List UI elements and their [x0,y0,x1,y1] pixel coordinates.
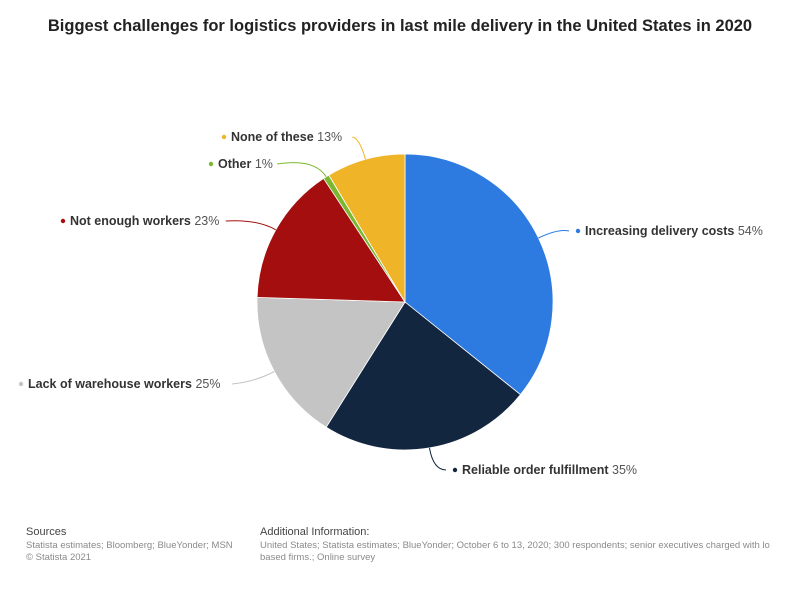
label-bullet-increasing-delivery-costs [575,228,581,234]
leader-line-not-enough-workers [225,220,277,231]
leader-line-none-of-these [352,136,366,160]
chart-title: Biggest challenges for logistics provide… [47,17,753,35]
leader-line-increasing-delivery-costs [538,230,570,239]
sources-heading: Sources [26,526,67,538]
label-bullet-lack-of-warehouse-workers [18,381,24,387]
pie-labels: Increasing delivery costs 54% Reliable or… [18,130,763,477]
pie-slice-lack-of-warehouse-workers[interactable] [256,296,406,428]
label-bullet-none-of-these [221,134,227,140]
additional-info-text: United States; Statista estimates; BlueY… [260,540,770,551]
additional-info-text-2: based firms.; Online survey [260,552,376,563]
slice-label-reliable-order-fulfillment: Reliable order fulfillment 35% [462,463,637,477]
leader-line-reliable-order-fulfillment [429,447,447,471]
sources-text: Statista estimates; Bloomberg; BlueYonde… [26,540,233,551]
slice-label-increasing-delivery-costs: Increasing delivery costs 54% [585,224,763,238]
slice-label-none-of-these: None of these 13% [231,130,342,144]
copyright-text: © Statista 2021 [26,552,92,563]
slice-label-lack-of-warehouse-workers: Lack of warehouse workers 25% [28,377,220,391]
leader-line-lack-of-warehouse-workers [232,371,275,385]
sources-block: Sources Statista estimates; Bloomberg; B… [26,526,246,564]
pie-leader-lines [225,136,570,471]
pie-slices [256,153,554,451]
slice-label-not-enough-workers: Not enough workers 23% [70,214,219,228]
pie-slice-reliable-order-fulfillment[interactable] [325,301,522,451]
slice-label-other: Other 1% [218,157,273,171]
label-bullet-other [208,161,214,167]
additional-info-block: Additional Information: United States; S… [260,526,800,564]
pie-slice-not-enough-workers[interactable] [256,177,406,303]
leader-line-other [277,162,327,177]
pie-slice-increasing-delivery-costs[interactable] [404,153,554,396]
label-bullet-reliable-order-fulfillment [452,467,458,473]
label-bullet-not-enough-workers [60,218,66,224]
additional-info-heading: Additional Information: [260,526,370,538]
pie-chart: Increasing delivery costs 54% Reliable or… [18,130,763,477]
